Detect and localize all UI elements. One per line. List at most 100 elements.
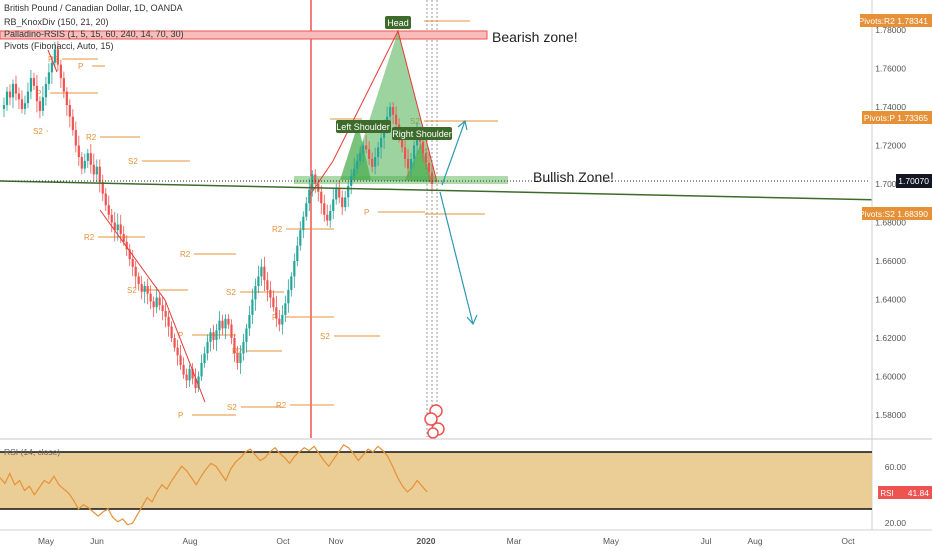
- candle-body: [41, 97, 45, 111]
- rsi-tick-60: 60.00: [885, 462, 907, 472]
- candle-body: [155, 297, 158, 308]
- candle-body: [245, 328, 248, 342]
- candle-body: [281, 314, 284, 325]
- candle-body: [203, 353, 206, 364]
- candle-body: [338, 187, 341, 198]
- price-axis: 1.78000 1.76000 1.74000 1.72000 1.70000 1.680…: [875, 25, 906, 420]
- candle-body: [308, 189, 311, 204]
- pivot-label: P: [78, 62, 83, 71]
- candle-body: [146, 286, 149, 294]
- candle-body: [332, 199, 335, 211]
- time-tick: Jun: [90, 536, 104, 546]
- candle-body: [95, 166, 98, 175]
- candle-body: [32, 78, 36, 86]
- candle-body: [17, 93, 21, 100]
- rsi-label: RSI (14, close): [4, 447, 60, 457]
- event-markers: [424, 404, 445, 439]
- candle-body: [185, 374, 188, 381]
- candle-body: [50, 62, 53, 73]
- candle-body: [62, 78, 65, 92]
- candle-body: [191, 368, 194, 379]
- pivot-lines: R2PS2R2S2R2PS2R2PS2R2PS2R2PS2R2PS2: [33, 20, 498, 420]
- pivot-label: S2: [226, 288, 236, 297]
- candle-body: [29, 78, 33, 92]
- time-tick: May: [38, 536, 55, 546]
- candle-body: [236, 353, 239, 364]
- pivot-label: R2: [86, 133, 97, 142]
- candle-body: [149, 293, 152, 302]
- price-tick: 1.70000: [875, 179, 906, 189]
- pivot-label: P: [36, 89, 41, 98]
- candle-body: [424, 153, 428, 163]
- candle-body: [299, 230, 302, 246]
- candle-body: [347, 185, 350, 198]
- candle-body: [128, 249, 131, 260]
- time-tick: Oct: [841, 536, 855, 546]
- candle-body: [287, 289, 290, 304]
- candle-body: [427, 162, 431, 173]
- candle-body: [371, 158, 374, 167]
- badge-current: 1.70070: [896, 174, 932, 188]
- candle-body: [71, 116, 74, 131]
- time-tick: Oct: [276, 536, 290, 546]
- candle-body: [391, 107, 395, 115]
- candle-body: [263, 266, 266, 281]
- candle-body: [272, 297, 275, 308]
- time-axis: May Jun Aug Oct Nov 2020 Mar May Jul Aug Oct: [38, 536, 855, 546]
- candle-body: [403, 147, 407, 159]
- candle-body: [412, 145, 416, 159]
- price-tick: 1.74000: [875, 102, 906, 112]
- candle-body: [206, 341, 209, 354]
- bearish-zone-label: Bearish zone!: [492, 29, 578, 45]
- arrow-down: [439, 191, 478, 326]
- candle-body: [26, 91, 30, 104]
- candle-body: [8, 91, 12, 98]
- candle-body: [56, 49, 59, 65]
- badge-p: Pivots:P 1.73365: [862, 111, 932, 124]
- candle-body: [341, 197, 344, 208]
- candle-body: [92, 164, 95, 175]
- right-shoulder-shape: [405, 143, 432, 182]
- candle-body: [278, 318, 281, 325]
- candle-body: [161, 305, 164, 312]
- candle-body: [314, 174, 317, 184]
- price-tick: 1.68000: [875, 218, 906, 228]
- pivot-label: R2: [276, 401, 287, 410]
- candle-body: [269, 289, 272, 298]
- candle-body: [164, 311, 167, 317]
- price-tick: 1.78000: [875, 25, 906, 35]
- candle-body: [221, 320, 224, 329]
- rsi-line: [0, 444, 428, 526]
- candle-body: [311, 174, 314, 190]
- pivot-label: P: [364, 208, 369, 217]
- candle-body: [77, 145, 80, 158]
- pivot-label: S2: [127, 286, 137, 295]
- price-tick: 1.60000: [875, 372, 906, 382]
- head-shape: [350, 31, 437, 182]
- candle-body: [218, 320, 221, 331]
- candle-body: [353, 168, 356, 177]
- candle-body: [400, 135, 404, 148]
- candle-body: [107, 205, 110, 215]
- price-tick: 1.72000: [875, 141, 906, 151]
- candle-body: [362, 145, 365, 154]
- svg-text:Right Shoulder: Right Shoulder: [392, 129, 452, 139]
- candle-body: [293, 261, 296, 277]
- candle-body: [158, 297, 161, 306]
- candle-body: [194, 378, 197, 389]
- candle-body: [344, 197, 347, 208]
- candle-body: [296, 245, 299, 261]
- time-tick: 2020: [417, 536, 436, 546]
- candle-body: [329, 210, 332, 221]
- candle-body: [257, 276, 260, 287]
- pivot-label: S2: [320, 332, 330, 341]
- candle-body: [23, 103, 27, 109]
- indicator-3: Pivots (Fibonacci, Auto, 15): [4, 41, 114, 51]
- svg-text:Head: Head: [387, 18, 409, 28]
- price-tick: 1.66000: [875, 256, 906, 266]
- candle-body: [251, 299, 254, 315]
- neckline: [0, 180, 932, 202]
- candle-body: [224, 318, 227, 329]
- pivot-label: P: [272, 313, 277, 322]
- candle-body: [421, 141, 425, 154]
